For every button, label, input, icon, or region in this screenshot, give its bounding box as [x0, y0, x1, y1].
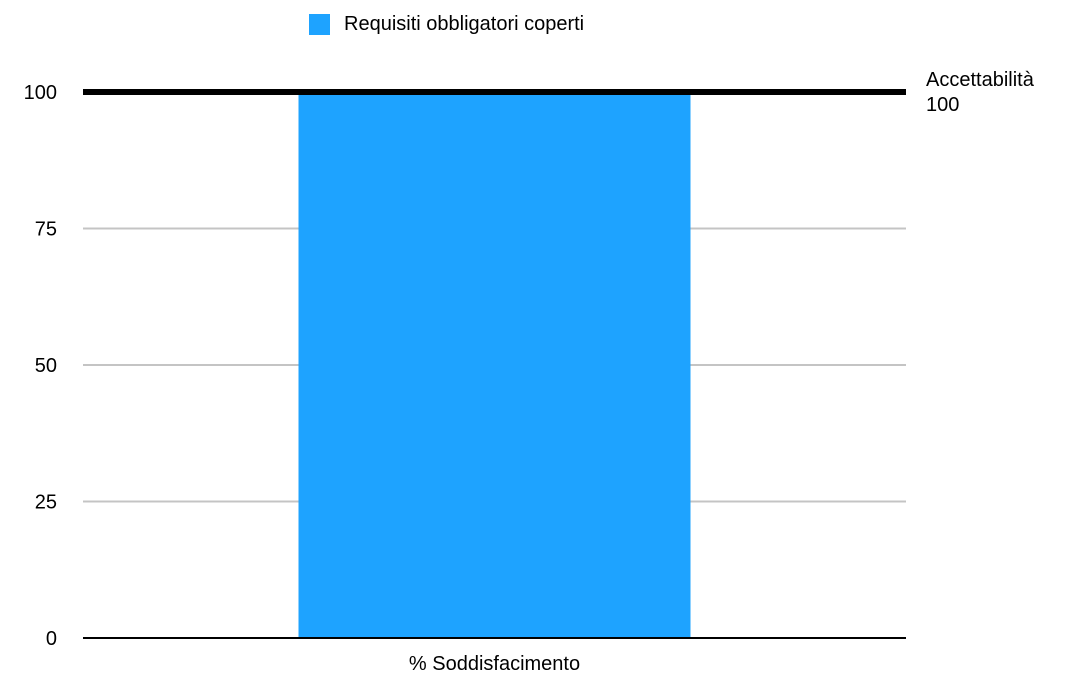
y-tick-label: 50	[35, 355, 57, 377]
y-tick-label: 0	[46, 628, 57, 650]
legend: Requisiti obbligatori coperti	[309, 12, 584, 36]
reference-line-label: Accettabilità 100	[926, 68, 1034, 118]
axes: 0 25 50 75 100 % Soddisfacimento	[24, 82, 906, 675]
bar	[298, 92, 691, 638]
bars	[298, 92, 691, 638]
y-tick-label: 25	[35, 492, 57, 514]
legend-label: Requisiti obbligatori coperti	[344, 12, 585, 35]
reference-line-name: Accettabilità	[926, 69, 1034, 91]
y-tick-label: 100	[24, 82, 57, 104]
reference-line-value: 100	[926, 94, 960, 116]
y-tick-label: 75	[35, 219, 57, 241]
legend-swatch	[309, 13, 330, 35]
x-tick-label: % Soddisfacimento	[409, 653, 580, 675]
